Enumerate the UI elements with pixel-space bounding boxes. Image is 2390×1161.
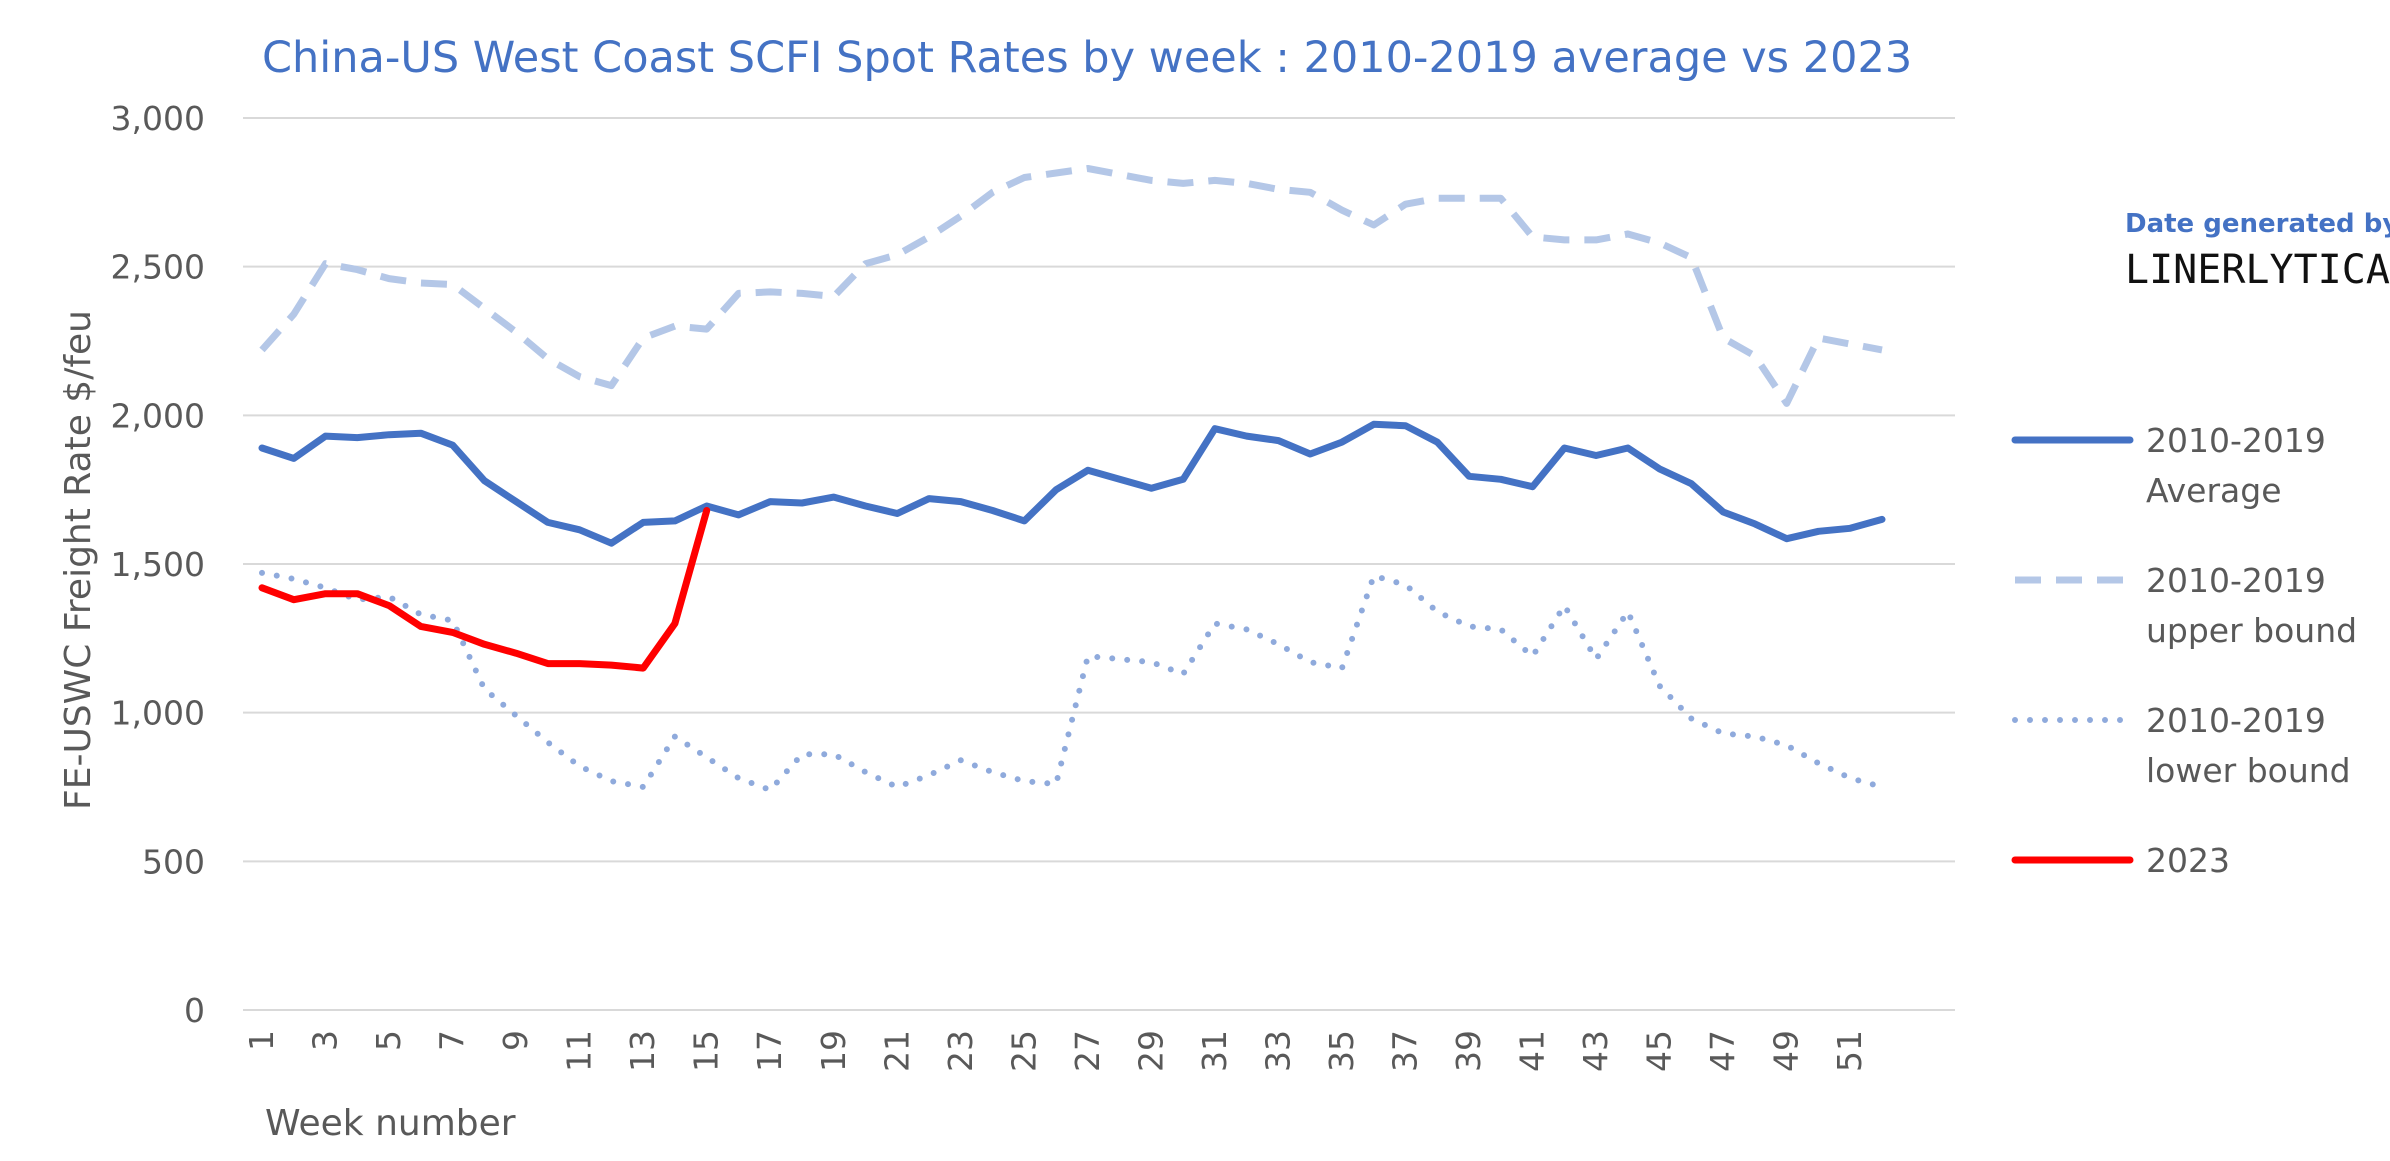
legend-label-2010-2019-average: Average (2146, 471, 2282, 510)
y-tick-label: 3,000 (111, 99, 205, 138)
x-tick-label: 1 (242, 1030, 281, 1051)
x-tick-label: 51 (1830, 1030, 1869, 1072)
series-line-2010-2019-upper-bound (259, 165, 1883, 407)
y-tick-label: 2,500 (111, 248, 205, 287)
legend-label-2010-2019-upper-bound: 2010-2019 (2146, 561, 2326, 600)
legend-label-2010-2019-average: 2010-2019 (2146, 421, 2326, 460)
x-tick-label: 31 (1195, 1030, 1234, 1072)
x-tick-label: 47 (1703, 1030, 1742, 1072)
y-axis-ticks: 0 500 1,000 1,500 2,000 2,500 3,000 (111, 99, 205, 1030)
x-tick-label: 29 (1131, 1030, 1170, 1072)
y-tick-label: 1,000 (111, 694, 205, 733)
legend: 2010-2019 Average 2010-2019 upper bound 2010… (2011, 421, 2357, 880)
legend-label-2010-2019-lower-bound: lower bound (2146, 751, 2351, 790)
credit-label: Date generated by (2125, 209, 2390, 239)
series-line-2010-2019-lower-bound (259, 569, 1885, 793)
x-tick-label: 25 (1004, 1030, 1043, 1072)
x-tick-label: 45 (1640, 1030, 1679, 1072)
gridlines (243, 117, 1955, 1011)
y-tick-label: 2,000 (111, 396, 205, 435)
y-tick-label: 1,500 (111, 545, 205, 584)
x-tick-label: 21 (877, 1030, 916, 1072)
x-axis-ticks: 1 3 5 7 9 11 13 15 17 19 21 23 25 27 29 31 33 35 37 39 41 43 4… (242, 1030, 1869, 1072)
x-tick-label: 37 (1386, 1030, 1425, 1072)
x-tick-label: 19 (814, 1030, 853, 1072)
credit-logo: LINERLYTICA (2125, 247, 2390, 293)
x-tick-label: 33 (1258, 1030, 1297, 1072)
y-axis-title: FE-USWC Freight Rate $/feu (58, 310, 99, 810)
x-tick-label: 9 (496, 1030, 535, 1051)
x-axis-title: Week number (265, 1103, 516, 1144)
x-tick-label: 3 (306, 1030, 345, 1051)
y-tick-label: 0 (184, 991, 205, 1030)
series-line-2023 (258, 507, 711, 672)
x-tick-label: 43 (1576, 1030, 1615, 1072)
x-tick-label: 15 (687, 1030, 726, 1072)
x-tick-label: 11 (560, 1030, 599, 1072)
legend-label-2010-2019-upper-bound: upper bound (2146, 611, 2357, 650)
x-tick-label: 13 (623, 1030, 662, 1072)
x-tick-label: 41 (1513, 1030, 1552, 1072)
x-tick-label: 35 (1322, 1030, 1361, 1072)
x-tick-label: 49 (1767, 1030, 1806, 1072)
x-tick-label: 5 (369, 1030, 408, 1051)
chart-title: China-US West Coast SCFI Spot Rates by w… (262, 33, 1912, 83)
series-line-2010-2019-average (258, 420, 1886, 547)
legend-label-2010-2019-lower-bound: 2010-2019 (2146, 701, 2326, 740)
y-tick-label: 500 (142, 842, 205, 881)
x-tick-label: 17 (750, 1030, 789, 1072)
x-tick-label: 27 (1068, 1030, 1107, 1072)
x-tick-label: 23 (941, 1030, 980, 1072)
x-tick-label: 7 (433, 1030, 472, 1051)
series-lines (258, 165, 1886, 793)
x-tick-label: 39 (1449, 1030, 1488, 1072)
legend-label-2023: 2023 (2146, 841, 2230, 880)
